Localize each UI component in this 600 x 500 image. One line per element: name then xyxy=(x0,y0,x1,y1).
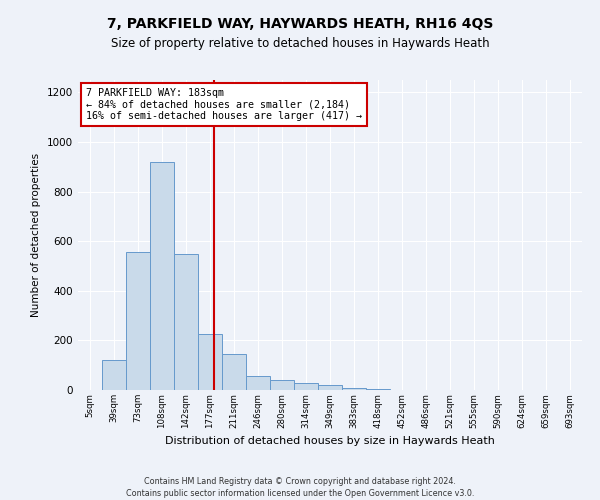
Bar xyxy=(150,162,174,390)
Bar xyxy=(270,380,294,390)
Bar xyxy=(102,360,126,390)
Text: 7 PARKFIELD WAY: 183sqm
← 84% of detached houses are smaller (2,184)
16% of semi: 7 PARKFIELD WAY: 183sqm ← 84% of detache… xyxy=(86,88,362,121)
Text: Contains public sector information licensed under the Open Government Licence v3: Contains public sector information licen… xyxy=(126,488,474,498)
Text: Contains HM Land Registry data © Crown copyright and database right 2024.: Contains HM Land Registry data © Crown c… xyxy=(144,477,456,486)
Bar xyxy=(174,254,198,390)
Bar xyxy=(366,389,390,390)
Text: 7, PARKFIELD WAY, HAYWARDS HEATH, RH16 4QS: 7, PARKFIELD WAY, HAYWARDS HEATH, RH16 4… xyxy=(107,18,493,32)
Y-axis label: Number of detached properties: Number of detached properties xyxy=(31,153,41,317)
Bar xyxy=(294,382,318,390)
Bar xyxy=(246,376,270,390)
Bar xyxy=(126,252,150,390)
X-axis label: Distribution of detached houses by size in Haywards Heath: Distribution of detached houses by size … xyxy=(165,436,495,446)
Bar xyxy=(318,385,342,390)
Bar xyxy=(342,388,366,390)
Bar xyxy=(222,354,246,390)
Text: Size of property relative to detached houses in Haywards Heath: Size of property relative to detached ho… xyxy=(110,38,490,51)
Bar xyxy=(198,334,222,390)
